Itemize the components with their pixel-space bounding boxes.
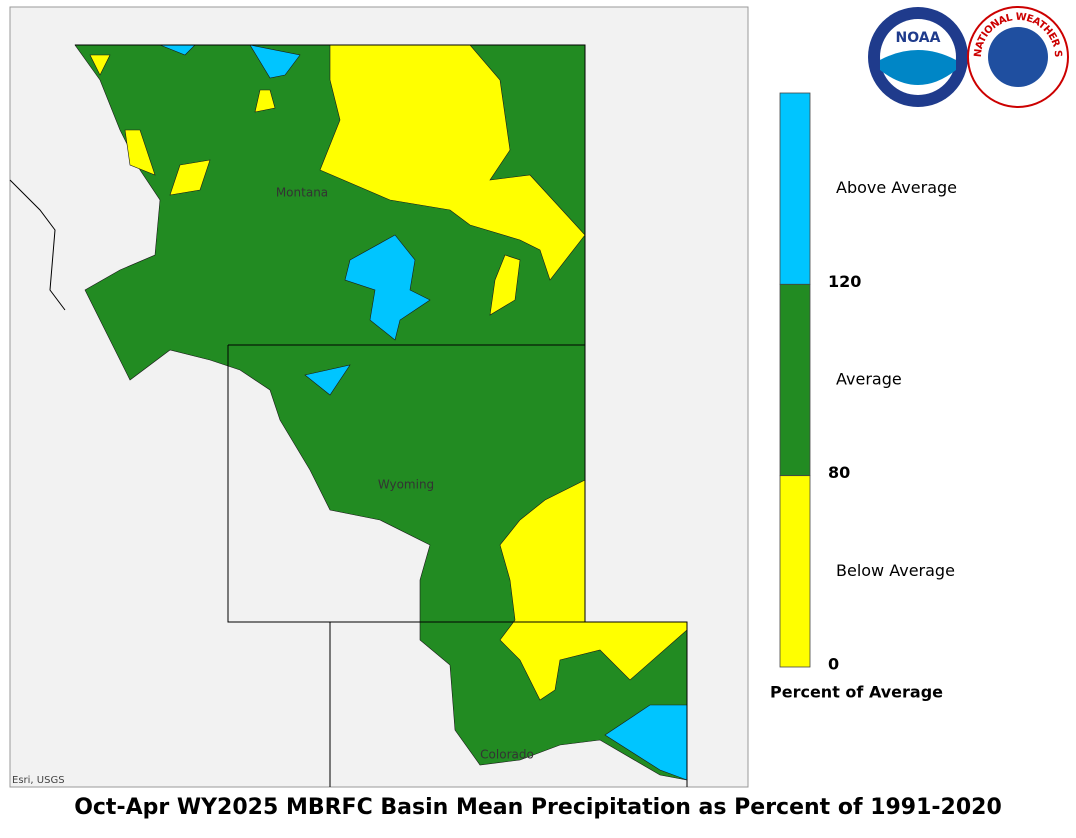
legend-swatch xyxy=(779,283,811,477)
legend-break: 120 xyxy=(828,272,861,291)
basin-below xyxy=(489,254,521,316)
basin-below xyxy=(254,89,276,113)
basin-below xyxy=(319,44,586,281)
state-labels: Montana Wyoming Colorado xyxy=(276,186,534,762)
legend-swatch xyxy=(779,92,811,285)
title: Oct-Apr WY2025 MBRFC Basin Mean Precipit… xyxy=(74,795,1002,820)
logo-text: NOAA xyxy=(896,30,941,46)
legend: Percent of Average Above Average Average B… xyxy=(770,92,957,702)
basin-above xyxy=(249,44,301,79)
legend-title: Percent of Average xyxy=(770,683,943,702)
state-lines xyxy=(9,44,688,787)
noaa-logo: NOAA xyxy=(868,7,968,107)
basin-above xyxy=(344,234,431,341)
logo-wave xyxy=(880,50,956,85)
basins xyxy=(74,44,688,781)
legend-label: Below Average xyxy=(836,561,955,580)
legend-label: Average xyxy=(836,370,902,389)
legend-break: 80 xyxy=(828,463,850,482)
basin-above xyxy=(304,364,351,396)
state-label: Montana xyxy=(276,186,328,200)
state-line xyxy=(227,344,585,787)
basin-below xyxy=(169,159,211,196)
legend-swatch xyxy=(779,475,811,668)
basin-below xyxy=(124,129,156,176)
state-label: Colorado xyxy=(480,748,534,762)
legend-break: 0 xyxy=(828,655,839,674)
legend-label: Above Average xyxy=(836,178,957,197)
state-line xyxy=(9,179,66,311)
basin-below xyxy=(89,54,111,76)
attribution: Esri, USGS xyxy=(12,775,65,786)
logo-inner xyxy=(988,27,1048,87)
state-label: Wyoming xyxy=(378,478,434,492)
